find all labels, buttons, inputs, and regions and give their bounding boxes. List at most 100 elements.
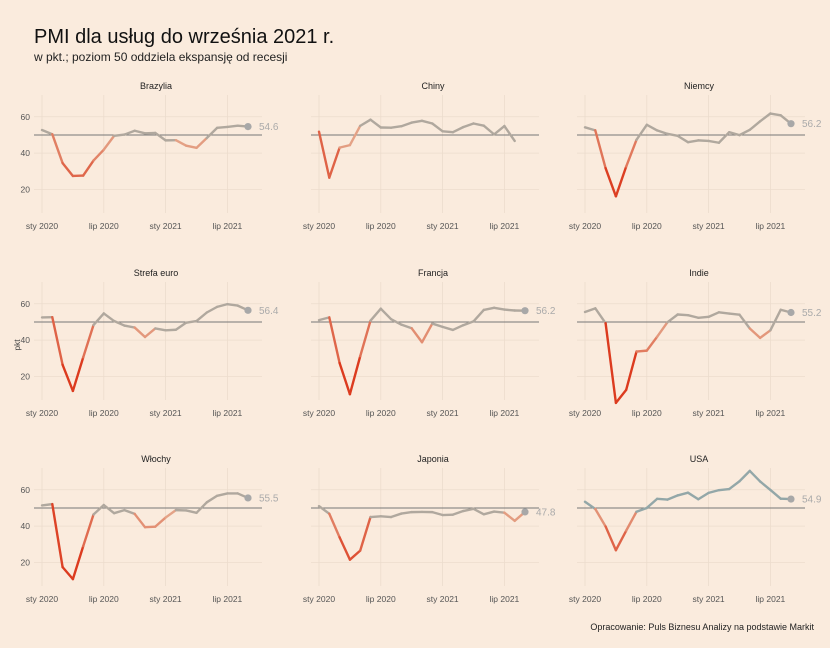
series-segment: [666, 132, 679, 138]
end-value-label: 55.2: [802, 308, 822, 319]
series-segment: [389, 125, 403, 129]
series-segment: [583, 126, 597, 132]
y-tick-label: 40: [21, 148, 31, 158]
series-segment: [348, 124, 362, 147]
x-tick-label: lip 2021: [213, 221, 243, 231]
panel-3: Niemcy sty 2020 lip 2020 sty 2021 lip 2021 56…: [569, 81, 822, 231]
panel-1: Brazylia 20 40 60 sty 2020 lip 2020 sty 2021 li…: [21, 81, 279, 231]
series-segment: [81, 159, 95, 177]
series-segment: [195, 501, 209, 515]
series-segment: [707, 311, 721, 319]
x-tick-label: lip 2021: [213, 594, 243, 604]
x-tick-label: sty 2020: [26, 408, 58, 418]
chart-title: PMI dla usług do września 2021 r.: [34, 26, 335, 48]
x-tick-label: lip 2020: [366, 408, 396, 418]
series-segment: [441, 325, 455, 332]
series-segment: [717, 131, 731, 144]
x-tick-label: sty 2021: [150, 408, 182, 418]
x-tick-label: lip 2020: [366, 221, 396, 231]
series-segment: [410, 327, 424, 344]
y-axis-label: pkt: [12, 339, 22, 351]
x-tick-label: lip 2021: [490, 594, 520, 604]
series-segment: [614, 165, 628, 198]
series-segment: [594, 129, 607, 170]
x-tick-label: sty 2021: [693, 594, 725, 604]
series-segment: [359, 118, 372, 128]
series-segment: [369, 118, 382, 129]
series-segment: [164, 508, 178, 519]
series-segment: [625, 138, 638, 168]
series-segment: [614, 529, 628, 552]
series-segment: [451, 509, 465, 516]
series-segment: [728, 131, 741, 137]
series-segment: [655, 129, 669, 136]
x-tick-label: sty 2020: [26, 221, 58, 231]
panel-8: Japonia sty 2020 lip 2020 sty 2021 lip 2021 4…: [303, 454, 556, 604]
series-segment: [92, 503, 106, 516]
x-tick-label: sty 2021: [427, 594, 459, 604]
source-caption: Opracowanie: Puls Biznesu Analizy na pod…: [590, 622, 814, 632]
series-segment: [503, 124, 516, 143]
panel-title: Strefa euro: [134, 268, 179, 278]
series-segment: [112, 133, 126, 138]
x-tick-label: lip 2020: [89, 594, 119, 604]
end-point: [521, 508, 529, 516]
end-point: [787, 495, 795, 503]
series-segment: [389, 318, 403, 326]
end-value-label: 56.2: [536, 306, 556, 317]
series-segment: [174, 139, 188, 147]
panel-title: Brazylia: [140, 81, 172, 91]
y-tick-label: 20: [21, 557, 31, 567]
series-segment: [462, 320, 475, 327]
series-segment: [451, 324, 465, 332]
series-segment: [431, 510, 444, 517]
x-tick-label: sty 2020: [303, 408, 335, 418]
x-tick-label: lip 2020: [366, 594, 396, 604]
series-segment: [645, 123, 659, 132]
series-segment: [728, 312, 741, 316]
series-segment: [666, 494, 679, 501]
series-segment: [348, 549, 362, 561]
x-tick-label: lip 2020: [632, 221, 662, 231]
series-segment: [154, 516, 167, 528]
x-tick-label: lip 2020: [632, 408, 662, 418]
series-segment: [717, 311, 731, 315]
end-point: [244, 306, 252, 314]
series-segment: [328, 146, 341, 179]
series-segment: [717, 487, 731, 492]
y-tick-label: 60: [21, 112, 31, 122]
x-tick-label: lip 2021: [756, 221, 786, 231]
series-segment: [61, 565, 75, 581]
series-segment: [472, 308, 485, 323]
series-segment: [769, 112, 782, 117]
series-segment: [205, 494, 219, 504]
series-segment: [379, 307, 393, 321]
end-value-label: 56.4: [259, 306, 279, 317]
series-segment: [133, 129, 147, 135]
series-segment: [184, 319, 198, 324]
series-segment: [328, 316, 341, 365]
x-tick-label: sty 2020: [303, 221, 335, 231]
series-segment: [102, 312, 116, 323]
y-tick-label: 40: [21, 521, 31, 531]
series-segment: [71, 356, 85, 393]
panel-4: Strefa euro 20 40 60 sty 2020 lip 2020 sty 202…: [21, 268, 279, 418]
series-segment: [123, 508, 136, 516]
x-tick-label: sty 2021: [427, 408, 459, 418]
x-tick-label: lip 2021: [213, 408, 243, 418]
series-segment: [492, 510, 506, 514]
panel-9: USA sty 2020 lip 2020 sty 2021 lip 2021 54.9: [569, 454, 822, 604]
series-segment: [338, 536, 352, 561]
series-segment: [594, 307, 607, 325]
series-segment: [205, 305, 219, 314]
series-segment: [472, 122, 485, 127]
series-segment: [40, 128, 54, 136]
series-segment: [328, 512, 341, 539]
series-segment: [758, 480, 772, 492]
x-tick-label: lip 2020: [89, 408, 119, 418]
series-segment: [71, 545, 85, 581]
x-tick-label: lip 2021: [756, 594, 786, 604]
series-segment: [462, 122, 475, 129]
series-segment: [482, 306, 496, 312]
end-value-label: 55.5: [259, 493, 279, 504]
